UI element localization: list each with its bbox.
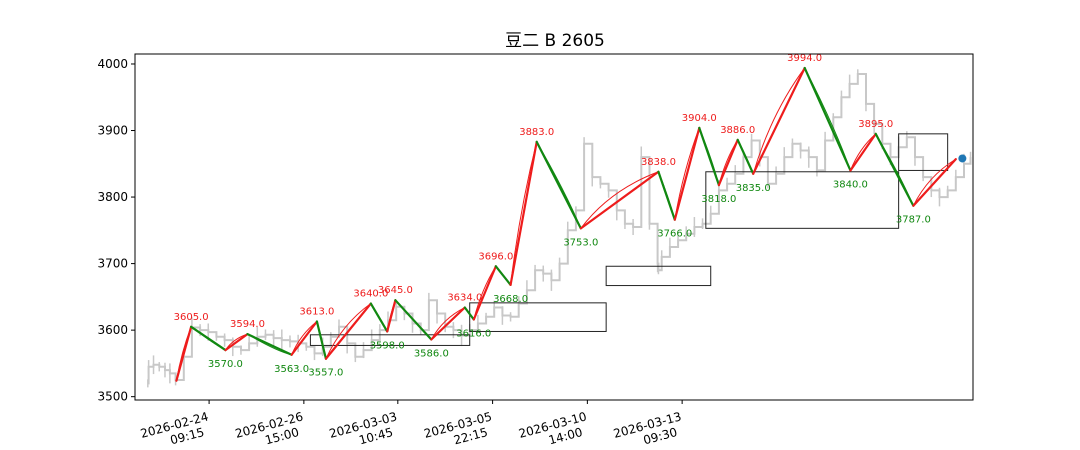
low-pivot-label: 3557.0 [308, 368, 343, 379]
y-tick-label: 3900 [97, 124, 128, 138]
low-pivot-label: 3616.0 [456, 328, 491, 339]
up-stroke [386, 299, 397, 333]
low-pivot-label: 3598.0 [370, 340, 405, 351]
price-series-layer [147, 69, 972, 388]
y-tick-label: 4000 [97, 57, 128, 71]
low-pivot-label: 3766.0 [657, 229, 692, 240]
high-pivot-label: 3640.0 [353, 289, 388, 300]
y-tick-label: 3700 [97, 257, 128, 271]
high-pivot-label: 3605.0 [174, 312, 209, 323]
x-tick-label: 2026-03-0310:45 [328, 409, 403, 450]
down-stroke [190, 325, 227, 352]
y-tick-label: 3500 [97, 390, 128, 404]
up-stroke [472, 265, 497, 321]
thin-up-stroke [580, 171, 659, 229]
up-stroke [509, 140, 538, 286]
up-stroke [912, 158, 957, 207]
thin-swing-lines-layer [175, 67, 957, 381]
high-pivot-label: 3838.0 [641, 157, 676, 168]
chart-title: 豆二 B 2605 [505, 31, 605, 51]
consolidation-box [705, 171, 900, 229]
consolidation-box [469, 302, 607, 332]
x-tick-label: 2026-03-1309:30 [612, 409, 687, 450]
up-stroke [290, 320, 319, 356]
low-pivot-label: 3668.0 [493, 294, 528, 305]
current-price-layer [958, 154, 967, 163]
down-stroke [803, 66, 852, 172]
consolidation-box [309, 334, 471, 346]
down-stroke [246, 333, 293, 356]
consolidation-box [898, 133, 949, 171]
low-pivot-label: 3818.0 [701, 194, 736, 205]
plot-frame [134, 53, 974, 401]
low-pivot-label: 3570.0 [208, 359, 243, 370]
thick-swing-lines-layer [175, 66, 957, 382]
up-stroke [849, 132, 877, 172]
down-stroke [657, 170, 676, 221]
x-tick-label: 2026-02-2615:00 [234, 409, 309, 450]
down-stroke [394, 299, 433, 341]
thin-up-stroke [912, 158, 957, 206]
current-price-dot [958, 154, 967, 163]
x-tick-label: 2026-03-1014:00 [517, 409, 592, 450]
y-tick-label: 3800 [97, 190, 128, 204]
high-pivot-label: 3886.0 [720, 125, 755, 136]
x-tick-label: 2026-03-0522:15 [422, 409, 497, 450]
high-pivot-label: 3634.0 [447, 293, 482, 304]
down-stroke [463, 306, 475, 321]
low-pivot-label: 3586.0 [414, 348, 449, 359]
high-pivot-label: 3895.0 [858, 119, 893, 130]
down-stroke [315, 320, 328, 360]
low-pivot-label: 3563.0 [274, 364, 309, 375]
low-pivot-label: 3835.0 [736, 183, 771, 194]
up-stroke [752, 66, 806, 175]
down-stroke [369, 302, 389, 333]
high-pivot-label: 3594.0 [230, 319, 265, 330]
down-stroke [535, 140, 582, 230]
up-stroke [717, 138, 739, 187]
up-stroke [224, 333, 249, 352]
up-stroke [430, 306, 466, 341]
down-stroke [736, 138, 755, 175]
up-stroke [673, 126, 701, 221]
consolidation-boxes-layer [309, 133, 949, 346]
y-axis: 3500 3600 3700 3800 3900 4000 [97, 57, 135, 404]
low-pivot-label: 3753.0 [563, 237, 598, 248]
low-pivot-label: 3787.0 [896, 215, 931, 226]
down-stroke [874, 132, 915, 207]
high-pivot-label: 3883.0 [519, 127, 554, 138]
high-pivot-label: 3696.0 [478, 251, 513, 262]
down-stroke [494, 265, 512, 286]
down-stroke [698, 126, 721, 187]
high-pivot-label: 3645.0 [378, 285, 413, 296]
x-tick-label: 2026-02-2409:15 [139, 409, 214, 450]
up-stroke [579, 170, 660, 230]
up-stroke [175, 325, 193, 382]
thin-up-stroke [325, 303, 372, 359]
y-tick-label: 3600 [97, 323, 128, 337]
pivot-labels-layer: 3605.0 3570.0 3594.0 3563.0 3613.0 3557.0 3640… [174, 53, 931, 379]
high-pivot-label: 3613.0 [299, 306, 334, 317]
thin-up-stroke [752, 67, 806, 174]
low-pivot-label: 3840.0 [833, 179, 868, 190]
x-axis: 2026-02-2409:15 2026-02-2615:00 2026-03-03… [139, 400, 687, 450]
up-stroke [324, 302, 372, 360]
high-pivot-label: 3994.0 [787, 53, 822, 64]
high-pivot-label: 3904.0 [682, 113, 717, 124]
consolidation-box [605, 265, 712, 287]
